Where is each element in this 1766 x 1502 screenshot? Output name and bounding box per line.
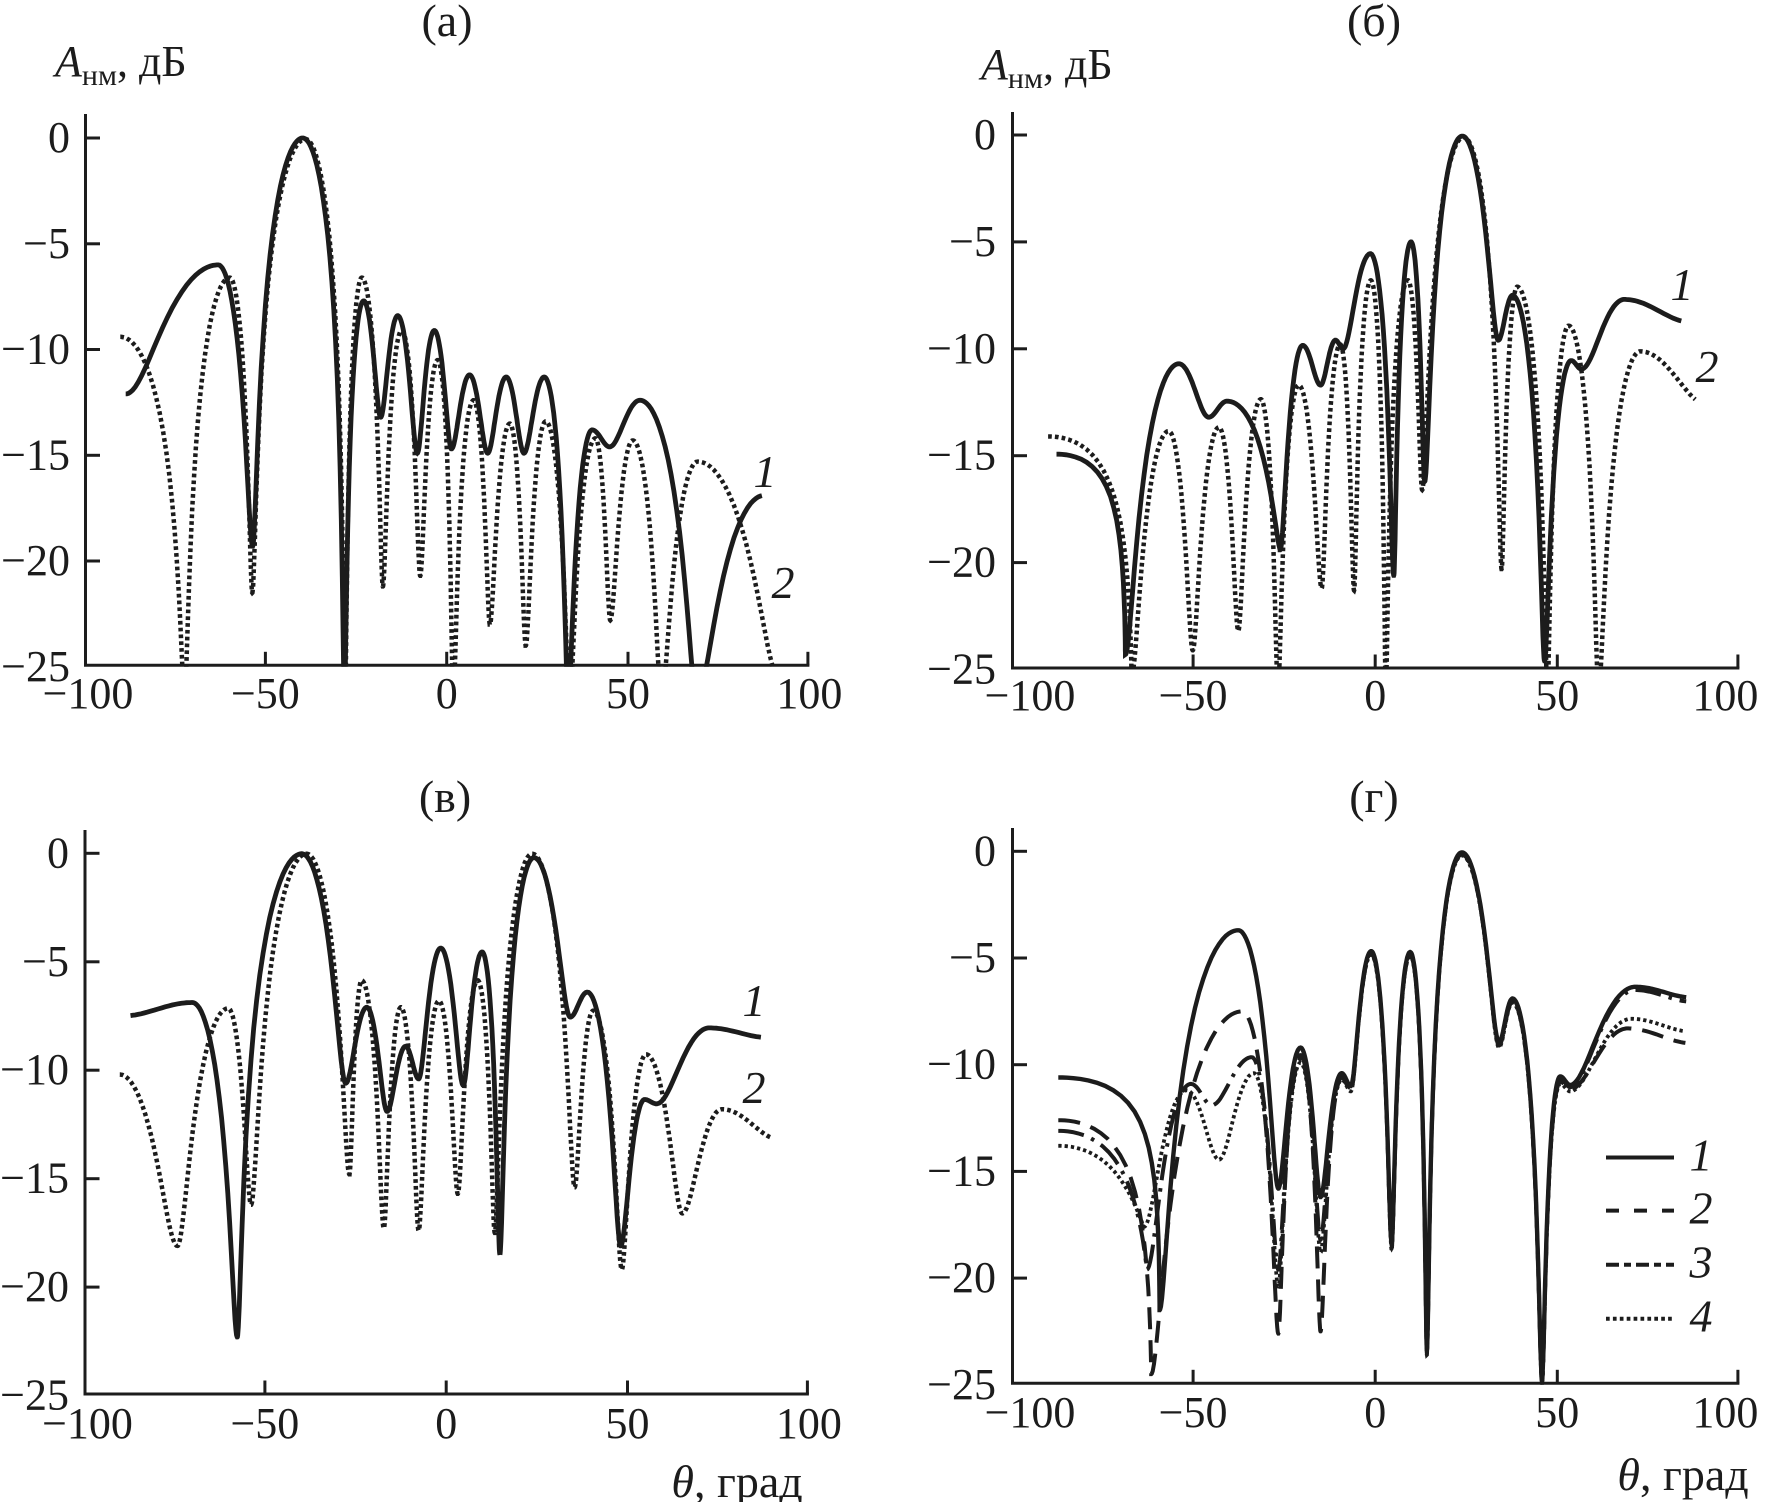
svg-text:−15: −15: [927, 431, 996, 480]
svg-text:0: 0: [47, 828, 69, 877]
svg-text:−25: −25: [927, 1360, 996, 1409]
svg-text:−15: −15: [0, 1154, 69, 1203]
svg-text:−50: −50: [1159, 671, 1228, 720]
svg-text:0: 0: [1364, 1388, 1386, 1437]
svg-text:−50: −50: [231, 669, 300, 718]
svg-text:Aнм, дБ: Aнм, дБ: [978, 40, 1113, 95]
svg-text:0: 0: [435, 1399, 457, 1448]
svg-text:(а): (а): [421, 0, 472, 46]
svg-text:0: 0: [974, 110, 996, 159]
svg-text:2: 2: [772, 557, 795, 608]
svg-text:1: 1: [743, 975, 766, 1026]
svg-text:2: 2: [1690, 1183, 1713, 1234]
svg-text:100: 100: [1692, 1388, 1758, 1437]
svg-text:50: 50: [1535, 1388, 1579, 1437]
svg-text:−5: −5: [949, 933, 996, 982]
svg-text:θ, град: θ, град: [671, 1456, 802, 1502]
svg-text:0: 0: [436, 669, 458, 718]
svg-text:1: 1: [1690, 1130, 1713, 1181]
svg-text:0: 0: [1364, 671, 1386, 720]
svg-text:(г): (г): [1349, 771, 1399, 822]
svg-text:−100: −100: [985, 671, 1076, 720]
svg-text:3: 3: [1689, 1237, 1713, 1288]
svg-text:50: 50: [606, 1399, 650, 1448]
svg-text:50: 50: [1535, 671, 1579, 720]
svg-text:−10: −10: [927, 1040, 996, 1089]
svg-text:−25: −25: [927, 645, 996, 694]
svg-text:−100: −100: [43, 669, 134, 718]
svg-text:−20: −20: [927, 538, 996, 587]
svg-text:2: 2: [743, 1062, 766, 1113]
svg-text:−5: −5: [22, 937, 69, 986]
svg-text:−50: −50: [230, 1399, 299, 1448]
svg-text:−20: −20: [1, 536, 70, 585]
svg-text:1: 1: [1671, 259, 1694, 310]
svg-text:(б): (б): [1347, 0, 1401, 46]
svg-text:θ, град: θ, град: [1617, 1449, 1748, 1500]
svg-text:−50: −50: [1159, 1388, 1228, 1437]
svg-text:100: 100: [776, 1399, 842, 1448]
svg-text:0: 0: [48, 113, 70, 162]
svg-text:−100: −100: [42, 1399, 133, 1448]
svg-text:−15: −15: [927, 1146, 996, 1195]
svg-text:−5: −5: [23, 219, 70, 268]
svg-text:2: 2: [1696, 341, 1719, 392]
svg-text:−100: −100: [985, 1388, 1076, 1437]
svg-text:50: 50: [606, 669, 650, 718]
svg-text:−15: −15: [1, 430, 70, 479]
svg-text:−10: −10: [0, 1045, 69, 1094]
svg-text:−10: −10: [1, 325, 70, 374]
svg-text:−20: −20: [927, 1253, 996, 1302]
svg-text:(в): (в): [419, 771, 471, 822]
svg-text:0: 0: [974, 826, 996, 875]
svg-text:−20: −20: [0, 1262, 69, 1311]
svg-text:1: 1: [754, 446, 777, 497]
svg-text:4: 4: [1690, 1291, 1713, 1342]
svg-text:100: 100: [1692, 671, 1758, 720]
svg-text:−25: −25: [0, 1371, 69, 1420]
svg-text:100: 100: [776, 669, 842, 718]
svg-text:−5: −5: [949, 217, 996, 266]
svg-text:−25: −25: [1, 642, 70, 691]
svg-text:Aнм, дБ: Aнм, дБ: [52, 37, 187, 92]
svg-text:−10: −10: [927, 324, 996, 373]
